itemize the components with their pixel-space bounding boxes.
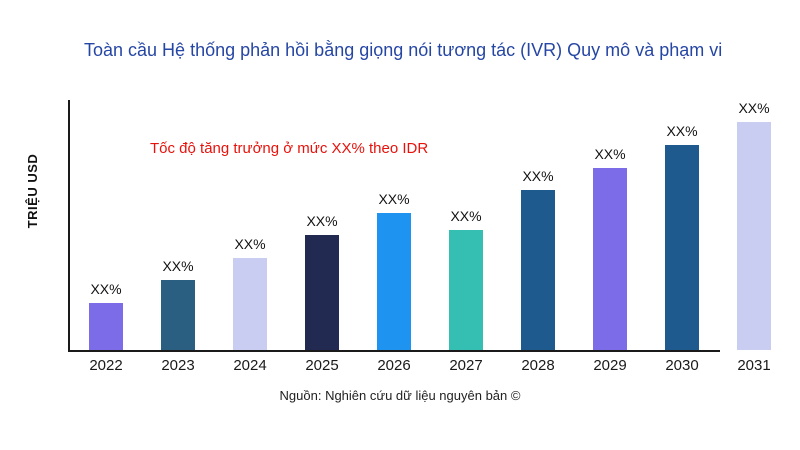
x-tick-2026: 2026 — [377, 357, 411, 374]
x-tick-2027: 2027 — [449, 357, 483, 374]
bar-value-label-2027: XX% — [450, 208, 482, 224]
growth-annotation: Tốc độ tăng trưởng ở mức XX% theo IDR — [150, 140, 429, 157]
x-tick-2023: 2023 — [161, 357, 195, 374]
bar-group-2029: XX% — [574, 100, 646, 350]
bar-group-2026: XX% — [358, 100, 430, 350]
x-tick-2022: 2022 — [89, 357, 123, 374]
bar-value-label-2028: XX% — [522, 168, 554, 184]
bar-value-label-2031: XX% — [738, 100, 770, 116]
bar-group-2031: XX% — [718, 100, 790, 350]
bar-2024 — [233, 257, 267, 350]
bar-group-2023: XX% — [142, 100, 214, 350]
bar-value-label-2029: XX% — [594, 145, 626, 162]
bar-2029 — [593, 167, 627, 350]
bar-value-label-2026: XX% — [378, 190, 410, 207]
x-tick-2024: 2024 — [233, 357, 267, 374]
bar-2030 — [665, 145, 699, 350]
x-tick-2029: 2029 — [593, 357, 627, 374]
x-tick-2025: 2025 — [305, 357, 339, 374]
bar-value-label-2025: XX% — [306, 213, 338, 229]
bar-2022 — [89, 302, 123, 350]
bar-2026 — [377, 212, 411, 350]
bar-value-label-2023: XX% — [162, 258, 194, 274]
x-tick-2028: 2028 — [521, 357, 555, 374]
bar-value-label-2030: XX% — [666, 123, 698, 139]
chart-title: Toàn cầu Hệ thống phản hồi bằng giọng nó… — [84, 40, 723, 60]
bar-group-2027: XX% — [430, 100, 502, 350]
bar-group-2025: XX% — [286, 100, 358, 350]
y-axis-line — [68, 100, 70, 352]
x-axis-line — [68, 350, 720, 352]
bar-group-2024: XX% — [214, 100, 286, 350]
bar-group-2030: XX% — [646, 100, 718, 350]
x-tick-2030: 2030 — [665, 357, 699, 374]
bar-value-label-2024: XX% — [234, 235, 266, 252]
x-axis-ticks: 2022 2023 2024 2025 2026 2027 2028 2029 2030 2031 — [70, 357, 790, 374]
y-axis-label: TRIỆU USD — [25, 153, 40, 229]
bars: XX% XX% XX% XX% XX% XX% XX% XX% XX% XX% — [70, 100, 790, 350]
bar-value-label-2022: XX% — [90, 280, 122, 297]
source-note: Nguồn: Nghiên cứu dữ liệu nguyên bản © — [279, 388, 521, 403]
x-tick-2031: 2031 — [737, 357, 771, 374]
bar-2027 — [449, 230, 483, 350]
bar-2025 — [305, 235, 339, 350]
bar-2031 — [737, 122, 771, 350]
bar-2023 — [161, 280, 195, 350]
bar-group-2028: XX% — [502, 100, 574, 350]
bar-2028 — [521, 190, 555, 350]
bar-group-2022: XX% — [70, 100, 142, 350]
